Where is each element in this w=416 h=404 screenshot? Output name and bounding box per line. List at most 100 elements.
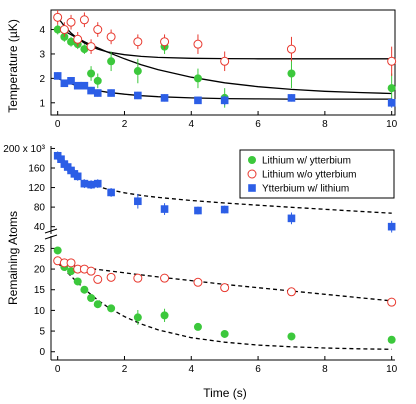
data-point xyxy=(53,246,62,255)
data-point xyxy=(160,311,169,320)
y-tick-label: 3 xyxy=(39,49,45,60)
data-point xyxy=(107,304,116,313)
data-point xyxy=(67,37,76,46)
data-point xyxy=(387,297,397,307)
y-tick-label: 4 xyxy=(39,25,45,36)
data-point xyxy=(220,56,230,66)
data-point xyxy=(73,172,82,181)
y-tick-label: 40 xyxy=(34,222,46,233)
data-point xyxy=(193,74,202,83)
data-point xyxy=(80,81,89,90)
fit-curve xyxy=(57,262,392,302)
data-point xyxy=(220,329,229,338)
data-point xyxy=(87,180,95,189)
data-point xyxy=(93,300,102,309)
data-point xyxy=(53,25,62,34)
data-point xyxy=(59,25,69,35)
data-point xyxy=(67,267,76,276)
x-tick-label: 8 xyxy=(322,119,328,130)
data-point xyxy=(387,222,396,231)
y-tick-label: 10 xyxy=(34,306,46,317)
legend: Lithium w/ ytterbium Lithium w/o ytterbiu… xyxy=(239,149,395,199)
y-tick-label: 200 x 10³ xyxy=(3,144,45,155)
temperature-axis-label: Temperature (µK) xyxy=(6,19,20,113)
data-point xyxy=(93,76,102,85)
axis-break-marks xyxy=(44,228,58,240)
data-point xyxy=(80,285,89,294)
legend-marker xyxy=(248,156,256,164)
data-point xyxy=(220,283,230,293)
data-point xyxy=(106,272,116,282)
data-point xyxy=(194,96,202,105)
legend-label: Lithium w/o ytterbium xyxy=(262,170,356,181)
data-point xyxy=(220,205,229,214)
data-point xyxy=(86,42,96,52)
y-tick-label: 25 xyxy=(34,244,46,255)
x-tick-label: 8 xyxy=(322,364,328,375)
legend-marker xyxy=(247,169,257,179)
data-point xyxy=(87,294,96,302)
y-tick-label: 2 xyxy=(39,74,45,85)
legend-label: Ytterbium w/ lithium xyxy=(262,184,349,195)
data-point xyxy=(134,91,142,100)
data-point xyxy=(93,89,102,97)
x-tick-label: 2 xyxy=(122,119,128,130)
y-tick-label: 0 xyxy=(39,347,45,358)
x-tick-label: 4 xyxy=(188,364,194,375)
data-point xyxy=(73,34,83,44)
data-point xyxy=(193,322,202,331)
x-tick-label: 2 xyxy=(122,364,128,375)
fit-curve xyxy=(57,156,392,214)
x-tick-label: 6 xyxy=(255,364,261,375)
time-axis-label: Time (s) xyxy=(203,386,247,400)
data-point xyxy=(107,188,115,197)
data-point xyxy=(87,69,96,78)
remaining-atoms-axis-label: Remaining Atoms xyxy=(6,211,20,305)
data-point xyxy=(107,57,116,66)
data-point xyxy=(67,77,75,85)
data-point xyxy=(57,155,65,163)
data-point xyxy=(87,86,95,95)
data-point xyxy=(220,96,229,105)
y-tick-label: 1 xyxy=(39,98,45,109)
x-tick-label: 0 xyxy=(55,364,61,375)
y-tick-label: 80 xyxy=(34,203,46,214)
data-point xyxy=(133,67,142,76)
data-point xyxy=(160,205,169,213)
data-point xyxy=(53,72,62,80)
x-tick-label: 4 xyxy=(188,119,194,130)
temperature-panel: 1 2 3 4 0 2 4 6 8 10 xyxy=(39,9,398,130)
data-point xyxy=(93,274,103,284)
legend-marker xyxy=(248,184,256,192)
data-point xyxy=(160,94,169,102)
data-point xyxy=(79,15,89,25)
y-tick-label: 5 xyxy=(39,327,45,338)
data-point xyxy=(53,12,63,22)
data-point xyxy=(133,37,143,47)
y-tick-label: 160 xyxy=(28,164,45,175)
legend-label: Lithium w/ ytterbium xyxy=(262,156,351,167)
data-point xyxy=(66,258,76,268)
data-point xyxy=(60,79,69,88)
data-point xyxy=(194,206,202,215)
y-tick-label: 20 xyxy=(34,265,46,276)
x-tick-label: 6 xyxy=(255,119,261,130)
data-point xyxy=(106,32,116,42)
data-point xyxy=(160,273,170,283)
data-point xyxy=(93,179,102,188)
yb-atoms-panel: 40 80 120 160 200 x 10³ xyxy=(3,144,396,234)
data-point xyxy=(93,25,103,35)
data-point xyxy=(193,39,203,49)
data-point xyxy=(66,17,76,27)
x-tick-label: 0 xyxy=(55,119,61,130)
data-point xyxy=(286,287,296,297)
data-point xyxy=(387,98,396,107)
data-point xyxy=(160,37,170,47)
data-point xyxy=(287,94,296,102)
legend-box xyxy=(239,149,395,199)
data-point xyxy=(286,44,296,54)
data-point xyxy=(86,266,96,276)
data-point xyxy=(133,313,142,322)
data-point xyxy=(387,335,396,344)
